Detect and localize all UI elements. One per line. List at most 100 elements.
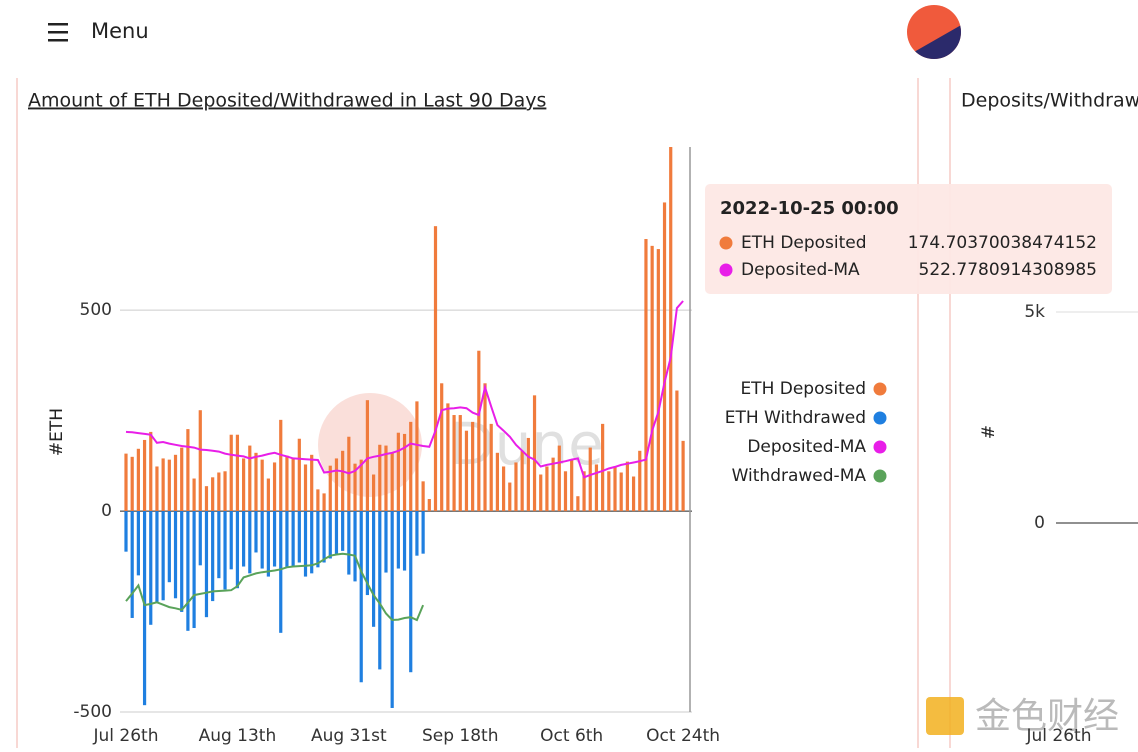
bar: [644, 239, 648, 512]
bar: [471, 421, 475, 512]
bar: [378, 444, 382, 512]
bar: [192, 478, 196, 512]
bar: [328, 465, 332, 512]
menu-button[interactable]: Menu: [48, 19, 149, 43]
bar: [638, 450, 642, 512]
bar: [415, 401, 419, 512]
bar: [217, 472, 221, 512]
bar: [359, 459, 363, 512]
bar: [563, 471, 568, 512]
bar: [235, 511, 240, 589]
bar: [204, 486, 209, 512]
tooltip-dot: [719, 236, 733, 250]
bar: [217, 511, 221, 579]
bar: [396, 432, 400, 512]
bar: [204, 511, 209, 618]
site-watermark: 金色财经: [926, 696, 1119, 737]
bar: [291, 511, 295, 567]
x-tick-label: Jul 26th: [1026, 726, 1092, 746]
bar: [310, 511, 314, 574]
bar: [669, 147, 673, 512]
bar: [149, 511, 153, 625]
bar: [545, 466, 549, 512]
bar: [142, 439, 147, 512]
bar: [186, 511, 190, 631]
bar: [149, 431, 153, 512]
bar: [372, 511, 376, 627]
bar: [192, 511, 196, 629]
x-tick-label: Sep 18th: [422, 726, 499, 746]
bar: [198, 511, 202, 566]
avatar[interactable]: [900, 0, 970, 70]
bar: [402, 433, 407, 512]
bar: [607, 471, 611, 512]
bar: [242, 458, 246, 512]
line-series: [125, 300, 684, 479]
bar: [136, 448, 140, 512]
bar: [440, 383, 444, 512]
bar: [322, 511, 326, 563]
bar: [433, 226, 438, 512]
bar: [378, 511, 382, 670]
bar: [458, 415, 462, 512]
chart-title[interactable]: Amount of ETH Deposited/Withdrawed in La…: [28, 90, 546, 112]
chart-title[interactable]: Deposits/Withdraw: [961, 90, 1138, 112]
bar: [662, 202, 667, 512]
bar: [136, 511, 140, 576]
bar: [334, 458, 339, 512]
bar: [297, 511, 301, 563]
bar: [272, 462, 277, 512]
bar: [427, 499, 431, 512]
bar: [409, 421, 413, 512]
bar: [316, 511, 320, 568]
x-tick-label: Oct 24th: [646, 726, 720, 746]
bar: [229, 511, 233, 570]
menu-icon: [48, 23, 68, 26]
bar: [588, 447, 592, 512]
watermark-logo: [318, 393, 422, 497]
bar: [142, 511, 147, 706]
legend-label: Withdrawed-MA: [732, 466, 867, 486]
bar: [173, 511, 178, 599]
bar: [656, 249, 660, 512]
bar: [514, 462, 518, 512]
line-series: [125, 552, 425, 622]
bar: [248, 445, 252, 512]
bar: [266, 478, 270, 512]
y-tick-label: 500: [80, 300, 112, 320]
bar: [396, 511, 400, 569]
bar: [211, 477, 215, 512]
bar: [576, 496, 580, 512]
bar: [520, 450, 524, 512]
bar: [310, 454, 314, 512]
bar: [650, 245, 654, 512]
bar: [186, 429, 190, 512]
bar: [285, 511, 289, 568]
bar: [260, 511, 264, 569]
x-tick-label: Aug 31st: [311, 726, 387, 746]
tooltip-dot: [719, 263, 733, 277]
tooltip-name: ETH Deposited: [741, 233, 867, 253]
bar: [619, 472, 623, 512]
bar: [625, 461, 629, 512]
bar: [409, 511, 413, 673]
bar: [384, 445, 388, 512]
bar: [477, 350, 481, 512]
bar: [347, 511, 351, 575]
bar: [421, 481, 425, 512]
bar: [341, 450, 345, 512]
bar: [601, 423, 605, 512]
bar: [155, 466, 159, 512]
bar: [390, 511, 394, 708]
bar: [402, 511, 407, 571]
menu-icon: [48, 39, 68, 42]
y-tick-label: 0: [1034, 513, 1045, 533]
y-axis-label: #: [979, 425, 999, 439]
bar: [582, 471, 586, 512]
watermark-icon: [926, 697, 964, 735]
x-tick-label: Oct 6th: [540, 726, 603, 746]
bar: [681, 440, 685, 512]
tooltip-value: 522.7780914308985: [919, 260, 1097, 280]
menu-icon: [48, 31, 68, 34]
